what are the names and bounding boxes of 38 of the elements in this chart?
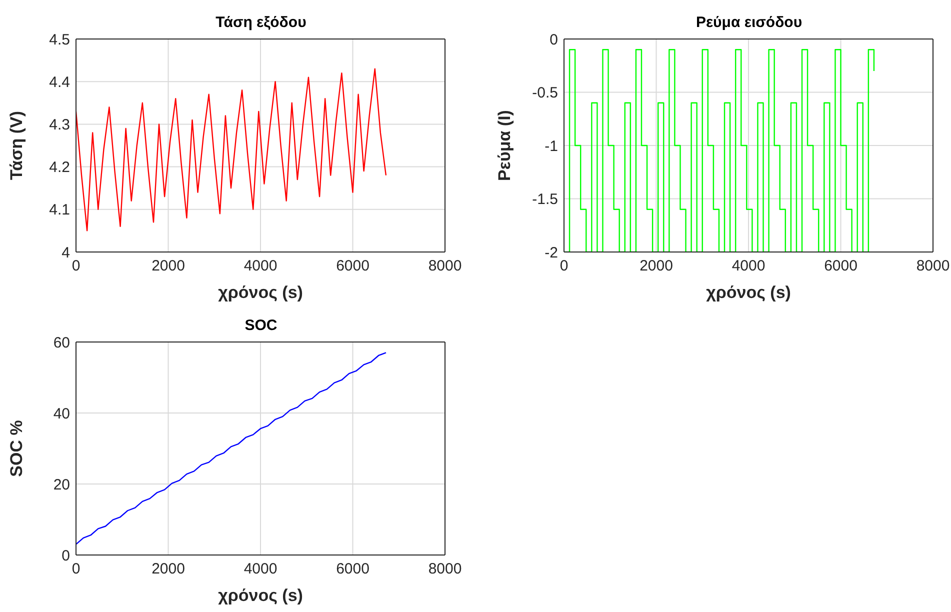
y-tick-label: 60 xyxy=(53,334,70,352)
y-tick-label: 4.1 xyxy=(49,202,70,219)
y-axis-title: Τάση (V) xyxy=(7,111,26,180)
y-tick-label: 4.2 xyxy=(49,159,70,176)
x-tick-label: 2000 xyxy=(152,560,185,578)
line-series xyxy=(76,352,387,545)
x-tick-label: 6000 xyxy=(824,258,858,275)
y-tick-label: 4.4 xyxy=(49,74,70,91)
y-tick-label: 40 xyxy=(53,405,70,422)
x-tick-label: 8000 xyxy=(916,258,950,275)
chart-title: SOC xyxy=(244,317,278,334)
x-tick-label: 2000 xyxy=(640,258,673,275)
y-tick-label: 4 xyxy=(62,244,70,262)
x-axis-title: χρόνος (s) xyxy=(218,586,303,605)
x-tick-label: 6000 xyxy=(336,560,370,578)
y-tick-label: -2 xyxy=(544,244,558,262)
x-axis-title: χρόνος (s) xyxy=(218,283,303,302)
y-tick-label: 4.3 xyxy=(49,116,70,134)
x-tick-label: 6000 xyxy=(336,258,370,275)
y-tick-label: -1.5 xyxy=(532,191,558,208)
y-tick-label: 0 xyxy=(550,31,558,48)
y-axis-title: SOC % xyxy=(7,420,26,477)
x-axis-title: χρόνος (s) xyxy=(706,283,791,302)
chart-title: Τάση εξόδου xyxy=(214,14,308,31)
x-tick-label: 4000 xyxy=(244,258,278,275)
x-tick-label: 8000 xyxy=(428,560,462,578)
x-tick-label: 2000 xyxy=(152,258,185,275)
y-tick-label: 20 xyxy=(53,476,70,494)
chart-title: Ρεύμα εισόδου xyxy=(694,14,804,31)
y-axis-title: Ρεύμα (I) xyxy=(495,110,514,181)
line-series xyxy=(76,68,387,232)
y-tick-label: -1 xyxy=(544,138,558,155)
x-tick-label: 8000 xyxy=(428,258,462,275)
x-tick-label: 4000 xyxy=(244,560,278,578)
y-tick-label: -0.5 xyxy=(532,84,558,102)
x-tick-label: 4000 xyxy=(732,258,766,275)
y-tick-label: 0 xyxy=(62,547,70,564)
y-tick-label: 4.5 xyxy=(49,31,70,48)
